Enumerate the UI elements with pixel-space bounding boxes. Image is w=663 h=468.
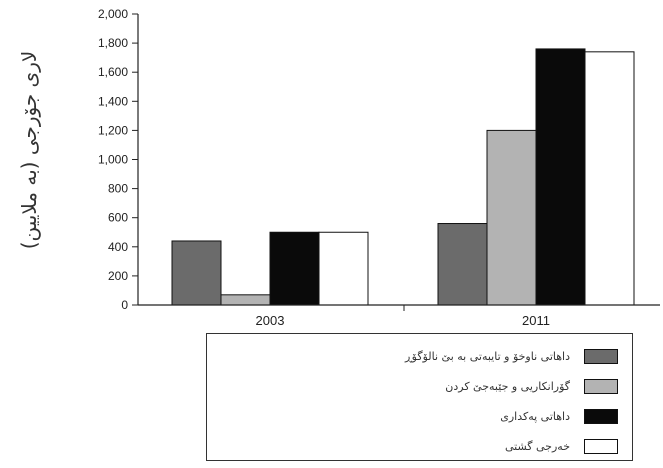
legend-label-1: داهاتی ناوخۆ و تایبەتی بە بێ نالۆگۆڕ — [404, 349, 570, 363]
x-axis: 2003 2011 — [138, 304, 660, 328]
legend-item-2: گۆرانکاریی و جێبەجێ کردن — [445, 376, 618, 396]
bar — [437, 223, 488, 306]
legend-label-4: خەرجی گشتی — [504, 439, 570, 453]
y-tick-label: 1,200 — [98, 123, 128, 137]
legend-swatch-4 — [584, 438, 618, 454]
bar — [584, 51, 635, 306]
y-tick-label: 200 — [108, 269, 128, 283]
legend: داهاتی ناوخۆ و تایبەتی بە بێ نالۆگۆڕ گۆر… — [206, 333, 633, 461]
y-axis: 0 200 400 600 800 1,000 1,200 1,400 1,600 1,800 2,… — [98, 7, 139, 312]
bar-chart: 0 200 400 600 800 1,000 1,200 1,400 1,600 1,800 2,… — [17, 7, 660, 328]
x-tick-label: 2003 — [256, 313, 285, 328]
legend-swatch-1 — [584, 348, 618, 364]
y-tick-label: 1,800 — [98, 36, 128, 50]
y-tick-label: 800 — [108, 182, 128, 196]
legend-swatch-2 — [584, 378, 618, 394]
bar — [486, 129, 537, 306]
legend-item-1: داهاتی ناوخۆ و تایبەتی بە بێ نالۆگۆڕ — [405, 346, 618, 366]
y-tick-label: 1,000 — [98, 153, 128, 167]
bars — [171, 48, 635, 306]
y-tick-label: 2,000 — [98, 7, 128, 21]
y-tick-label: 1,600 — [98, 65, 128, 79]
y-tick-label: 1,400 — [98, 94, 128, 108]
bar — [269, 231, 320, 306]
y-axis-label: لاری جۆرجی (بە ملایین) — [17, 51, 41, 250]
y-tick-label: 600 — [108, 211, 128, 225]
legend-label-2: گۆرانکاریی و جێبەجێ کردن — [445, 379, 570, 393]
bar — [318, 231, 369, 306]
y-tick-label: 400 — [108, 240, 128, 254]
legend-swatch-3 — [584, 408, 618, 424]
bar — [220, 294, 271, 306]
y-tick-label: 0 — [121, 298, 128, 312]
legend-item-4: خەرجی گشتی — [505, 436, 618, 456]
bar — [535, 48, 586, 306]
x-tick-label: 2011 — [522, 313, 550, 328]
legend-item-3: داهاتی پەکداری — [500, 406, 618, 426]
bar — [171, 240, 222, 306]
legend-label-3: داهاتی پەکداری — [500, 409, 570, 423]
